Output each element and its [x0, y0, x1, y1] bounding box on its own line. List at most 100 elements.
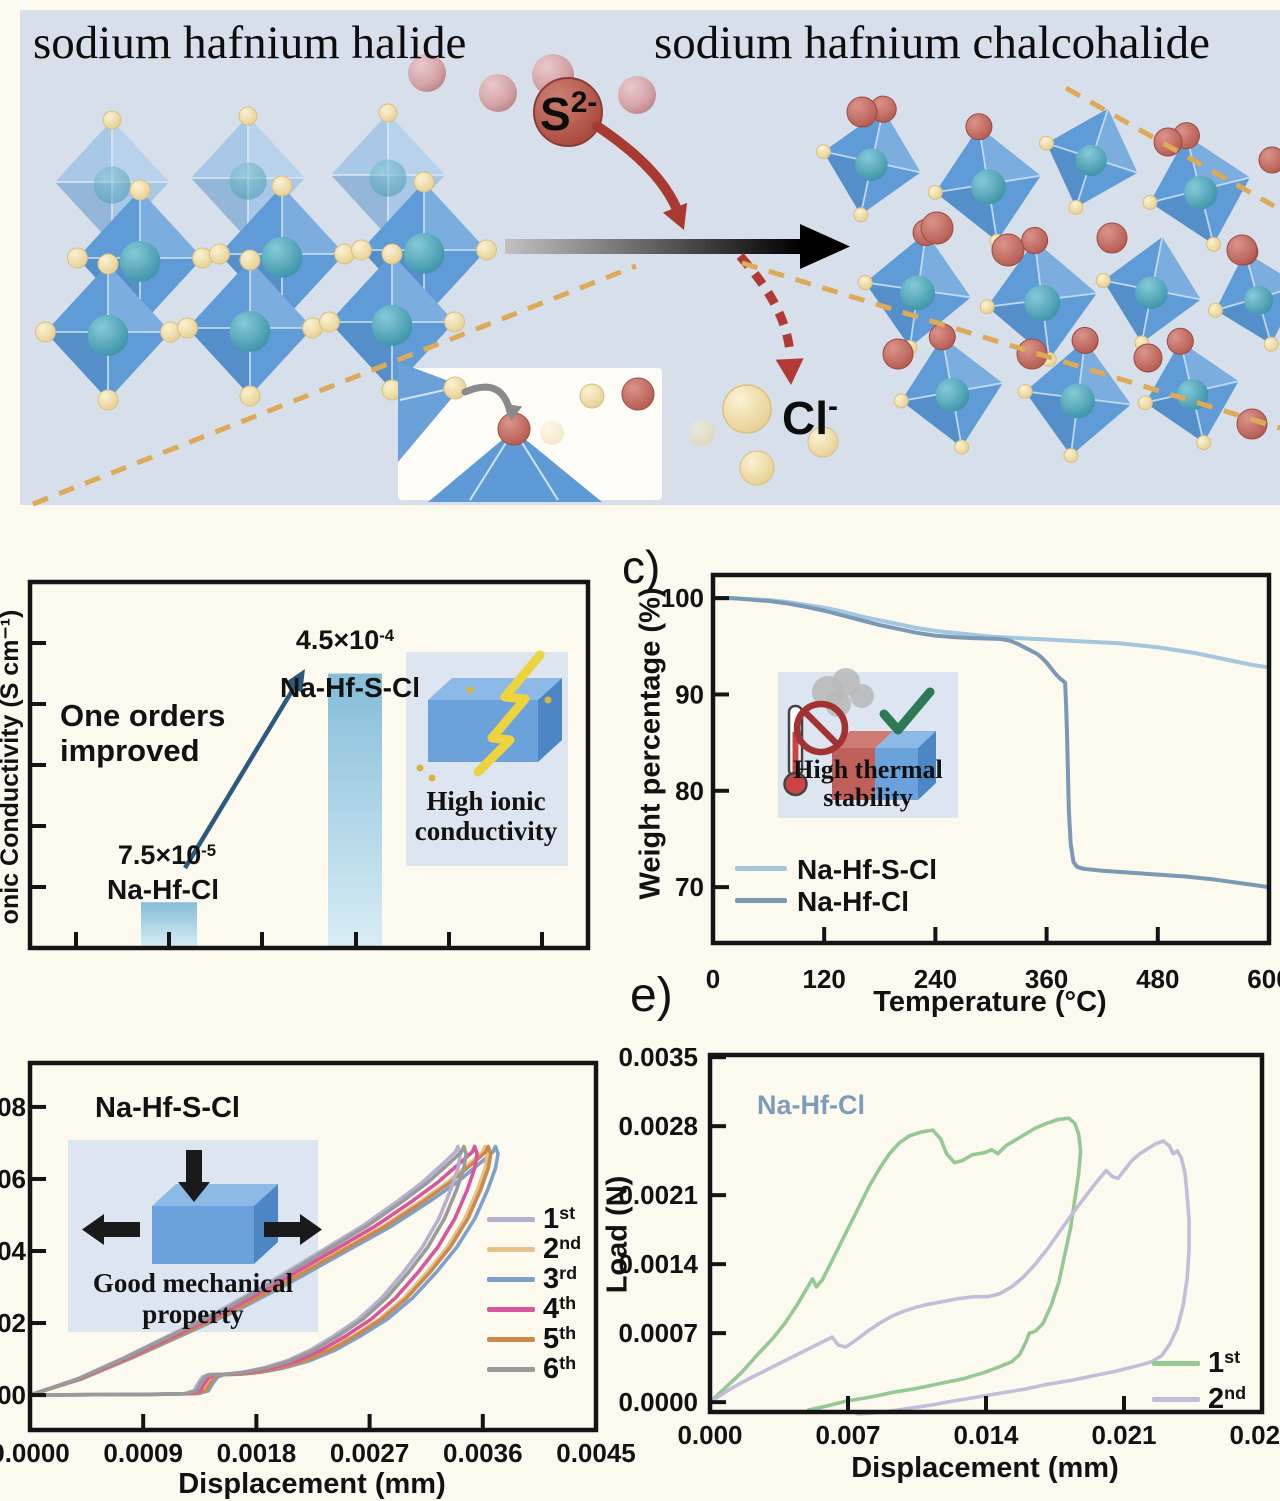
d-legend-label-6: 6th — [543, 1353, 577, 1385]
series-4th-line — [28, 1144, 479, 1397]
red-ion-sphere — [882, 338, 914, 370]
svg-text:600: 600 — [1247, 964, 1280, 994]
svg-text:0.021: 0.021 — [1091, 1420, 1156, 1450]
series-Na-Hf-S-Cl-line — [711, 596, 1271, 670]
svg-text:80: 80 — [675, 776, 704, 806]
d-legend-line-3 — [487, 1277, 535, 1282]
b-bar1-name: Na-Hf-Cl — [107, 874, 219, 905]
svg-text:0.000: 0.000 — [677, 1420, 742, 1450]
d-legend-line-4 — [487, 1307, 535, 1312]
series-6th-line — [28, 1144, 468, 1397]
e-y-axis-label: Load (N) — [601, 1175, 634, 1294]
red-ion-sphere — [920, 211, 954, 245]
left-arrow-icon — [104, 1222, 140, 1237]
d-legend-line-2 — [487, 1247, 535, 1252]
series-Na-Hf-Cl-line — [711, 596, 1271, 890]
inset-icons-layer — [82, 650, 936, 1264]
b-bar2-name: Na-Hf-S-Cl — [280, 672, 420, 703]
svg-text:0.0021: 0.0021 — [618, 1180, 698, 1210]
e-panel-letter: e) — [630, 969, 673, 1022]
sulfide-sphere — [479, 74, 517, 112]
e-series-title: Na-Hf-Cl — [757, 1090, 865, 1120]
d-legend-line-5 — [487, 1337, 535, 1342]
series-3rd-line — [28, 1144, 500, 1397]
plots-layer: 100 90 80 70 0 120 240 360 480 600 08 06 04 02 00 0.000… — [0, 572, 1280, 1468]
red-ion-sphere — [1226, 234, 1258, 266]
c-legend-label-2: Na-Hf-Cl — [797, 886, 909, 917]
down-arrow-icon — [186, 1150, 202, 1182]
dashed-guide-line — [1064, 85, 1276, 209]
bar-Na-Hf-S-Cl — [328, 673, 382, 948]
svg-text:0.0014: 0.0014 — [618, 1249, 698, 1279]
e-legend-label-1: 1st — [1208, 1347, 1241, 1379]
b-bar2-value: 4.5×10-4 — [295, 625, 395, 655]
sulfide-sphere — [408, 54, 446, 92]
svg-text:0.028: 0.028 — [1229, 1420, 1280, 1450]
red-ion-sphere — [1258, 146, 1280, 174]
b-annotation-line2: improved — [60, 733, 200, 768]
sulfur-ion-sphere — [533, 77, 603, 147]
sulfur-ion-label: S2- — [540, 86, 597, 140]
c-y-axis-label: Weight percentage (%) — [634, 587, 667, 900]
c-x-axis-label: Temperature (°C) — [873, 986, 1107, 1018]
d-inset-caption: Good mechanical property — [92, 1268, 294, 1329]
smoke-icon — [850, 684, 874, 708]
svg-text:0.0000: 0.0000 — [0, 1438, 70, 1468]
red-ion-sphere — [1236, 408, 1268, 440]
series-1st-line — [28, 1144, 463, 1397]
checkmark-icon — [879, 687, 935, 735]
svg-text:0.0036: 0.0036 — [443, 1438, 523, 1468]
d-x-axis-label: Displacement (mm) — [178, 1468, 446, 1500]
chlorine-out-arrow — [736, 253, 795, 353]
b-inset-caption: High ionic conductivity — [414, 786, 558, 846]
chloride-ion-label: Cl- — [782, 390, 838, 444]
series-1st-line — [708, 1116, 1083, 1412]
c-legend-label-1: Na-Hf-S-Cl — [797, 854, 937, 885]
svg-text:120: 120 — [803, 964, 846, 994]
red-ion-sphere — [991, 233, 1025, 267]
d-legend-label-1: 1st — [543, 1203, 576, 1235]
e-x-axis-label: Displacement (mm) — [851, 1452, 1119, 1484]
svg-text:240: 240 — [914, 964, 957, 994]
title-left: sodium hafnium halide — [33, 17, 466, 69]
svg-text:08: 08 — [0, 1092, 26, 1122]
lightning-icon — [473, 650, 545, 777]
chloride-sphere — [722, 384, 772, 434]
svg-text:0.0028: 0.0028 — [618, 1111, 698, 1141]
e-legend-label-2: 2nd — [1208, 1383, 1247, 1415]
d-series-title: Na-Hf-S-Cl — [95, 1092, 240, 1124]
d-legend-label-5: 5th — [543, 1323, 577, 1355]
svg-text:360: 360 — [1025, 964, 1068, 994]
series-2nd-line — [708, 1139, 1191, 1416]
series-5th-line — [28, 1144, 493, 1397]
dashed-guide-line — [741, 260, 1280, 431]
sulfur-in-arrow — [592, 121, 683, 217]
svg-text:0.0045: 0.0045 — [556, 1438, 636, 1468]
svg-text:70: 70 — [675, 872, 704, 902]
svg-text:02: 02 — [0, 1308, 26, 1338]
red-ion-sphere — [1133, 343, 1163, 373]
svg-text:0.0018: 0.0018 — [217, 1438, 297, 1468]
c-panel-letter: c) — [622, 541, 661, 593]
c-inset-caption: High thermal stability — [793, 755, 943, 812]
svg-text:04: 04 — [0, 1236, 27, 1266]
title-right: sodium hafnium chalcohalide — [654, 17, 1210, 69]
red-ion-sphere — [846, 96, 878, 128]
schematic-artwork — [32, 54, 1280, 507]
d-legend-label-3: 3rd — [543, 1263, 578, 1295]
svg-text:90: 90 — [675, 679, 704, 709]
svg-text:480: 480 — [1136, 964, 1179, 994]
d-legend-line-1 — [487, 1217, 535, 1222]
dashed-guide-line — [32, 263, 637, 507]
svg-text:0.0035: 0.0035 — [618, 1042, 698, 1072]
c-legend-line-1 — [735, 866, 787, 871]
b-annotation-line1: One orders — [60, 698, 226, 733]
reaction-arrow — [505, 239, 801, 254]
svg-text:0.014: 0.014 — [953, 1420, 1019, 1450]
b-bar1-value: 7.5×10-5 — [117, 840, 217, 870]
sulfide-sphere — [618, 76, 656, 114]
svg-text:100: 100 — [661, 583, 704, 613]
svg-text:0.0027: 0.0027 — [330, 1438, 410, 1468]
